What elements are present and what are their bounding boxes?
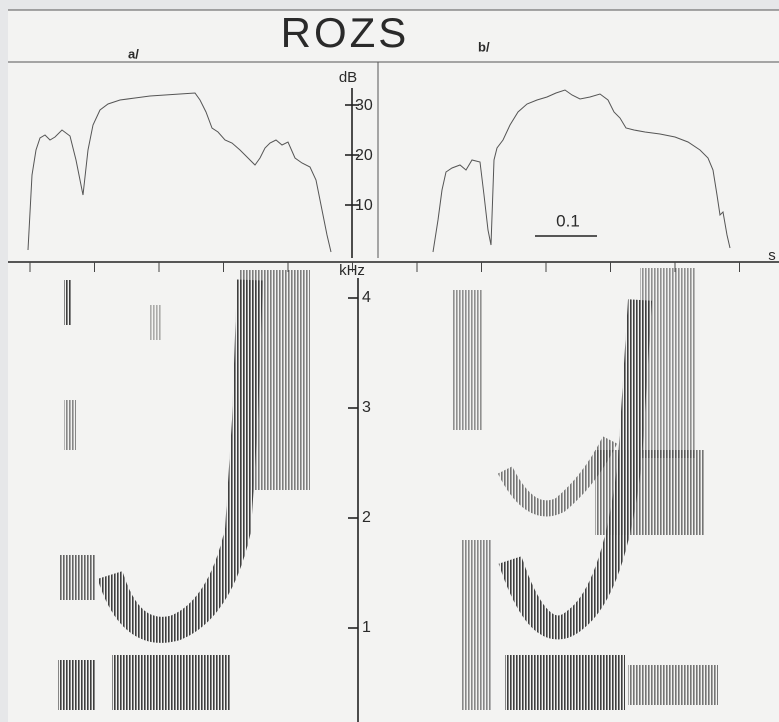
energy xyxy=(58,660,96,710)
figure-photo: ROZS a/ b/ dB 30 20 10 0.1 s kHz 4 3 xyxy=(0,0,779,722)
db-tick-label: 30 xyxy=(355,97,373,114)
db-tick-label: 20 xyxy=(355,147,373,164)
panel-label: a/ xyxy=(128,46,139,61)
energy xyxy=(640,268,695,458)
energy xyxy=(505,655,625,710)
khz-tick-label: 1 xyxy=(362,619,371,636)
khz-tick-label: 2 xyxy=(362,509,371,526)
energy xyxy=(240,270,310,490)
energy xyxy=(150,305,162,340)
khz-unit: kHz xyxy=(339,262,365,279)
energy xyxy=(64,400,76,450)
title: ROZS xyxy=(281,9,410,56)
db-tick-label: 10 xyxy=(355,197,373,214)
khz-tick-label: 4 xyxy=(362,289,371,306)
energy xyxy=(64,280,72,325)
energy xyxy=(112,655,230,710)
panel-label: b/ xyxy=(478,39,490,54)
energy xyxy=(462,540,492,710)
energy xyxy=(452,290,482,430)
energy xyxy=(628,665,718,705)
db-unit: dB xyxy=(339,69,357,86)
khz-tick-label: 3 xyxy=(362,399,371,416)
energy xyxy=(595,450,705,535)
time-scale-label: 0.1 xyxy=(556,211,580,230)
time-unit: s xyxy=(768,247,776,264)
energy xyxy=(60,555,95,600)
